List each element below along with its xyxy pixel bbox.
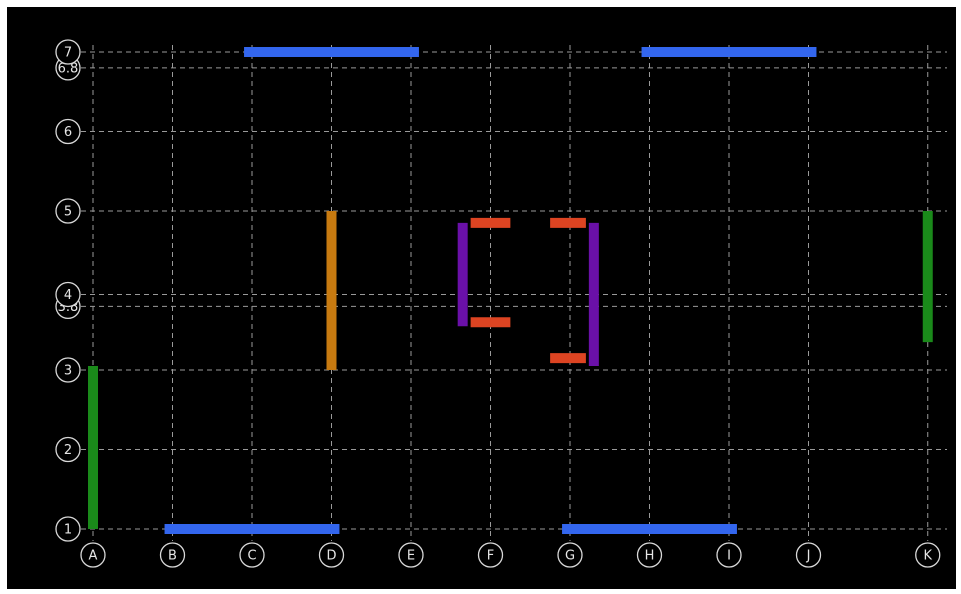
grid-bubble-col-b[interactable]: B bbox=[159, 542, 186, 568]
grid-bubble-col-k[interactable]: K bbox=[915, 542, 941, 568]
grid-bubble-label: D bbox=[326, 549, 336, 564]
drawing-canvas[interactable]: A B C D E F G H I J K 1 2 3 3.8 4 5 6 6.8 7 bbox=[7, 7, 956, 589]
grid-bubble-level-1[interactable]: 1 bbox=[55, 516, 81, 542]
grid-bubble-level-3[interactable]: 3 bbox=[55, 357, 81, 383]
grid-bubble-circle bbox=[716, 542, 742, 568]
grid-bubble-circle bbox=[557, 542, 583, 568]
grid-bubble-circle bbox=[55, 198, 81, 224]
grid-bubble-label: E bbox=[407, 549, 415, 564]
grid-bubble-label: J bbox=[806, 549, 811, 564]
grid-bubble-col-h[interactable]: H bbox=[636, 542, 663, 568]
grid-bubble-circle bbox=[55, 516, 81, 542]
grid-bubble-col-g[interactable]: G bbox=[557, 542, 583, 568]
grid-bubble-circle bbox=[55, 39, 81, 65]
grid-bubble-circle bbox=[398, 542, 424, 568]
grid-bubble-label: A bbox=[89, 549, 98, 564]
grid-bubble-label: 3 bbox=[64, 364, 72, 379]
grid-bubble-circle bbox=[55, 436, 81, 463]
grid-bubble-label: G bbox=[565, 549, 575, 564]
grid-bubble-circle bbox=[239, 542, 265, 568]
grid-bubble-col-c[interactable]: C bbox=[239, 542, 265, 568]
grid-bubble-label: K bbox=[923, 549, 932, 564]
grid-bubble-circle bbox=[55, 357, 81, 383]
grid-bubble-label: 4 bbox=[64, 288, 72, 303]
grid-bubble-circle bbox=[795, 542, 822, 568]
grid-bubble-label: 6 bbox=[64, 125, 72, 140]
grid-bubble-circle bbox=[477, 542, 504, 568]
structural-members bbox=[88, 47, 933, 534]
grid-bubble-level-6[interactable]: 6 bbox=[55, 118, 81, 145]
grid-bubble-col-a[interactable]: A bbox=[80, 542, 106, 568]
grid-bubble-label: H bbox=[645, 549, 655, 564]
grid-bubble-label: 2 bbox=[64, 443, 72, 458]
grid-bubble-label: F bbox=[487, 549, 494, 564]
grid-bubble-col-d[interactable]: D bbox=[318, 542, 345, 568]
grid-bubble-label: I bbox=[727, 549, 731, 564]
grid-lines bbox=[81, 45, 947, 541]
grid-bubble-label: C bbox=[247, 549, 256, 564]
grid-bubble-label: 6.8 bbox=[58, 61, 79, 76]
grid-bubble-label: 7 bbox=[64, 46, 72, 61]
grid-bubble-label: B bbox=[168, 549, 177, 564]
grid-bubble-circle bbox=[636, 542, 663, 568]
grid-bubble-circle bbox=[80, 542, 106, 568]
grid-bubble-label: 5 bbox=[64, 205, 72, 220]
grid-bubble-circle bbox=[318, 542, 345, 568]
grid-bubble-level-7[interactable]: 7 bbox=[55, 39, 81, 65]
grid-bubble-circle bbox=[55, 281, 81, 308]
grid-bubble-circle bbox=[915, 542, 941, 568]
grid-bubble-circle bbox=[159, 542, 186, 568]
grid-bubble-circle bbox=[55, 118, 81, 145]
grid-bubble-level-5[interactable]: 5 bbox=[55, 198, 81, 224]
grid-bubble-level-4[interactable]: 4 bbox=[55, 281, 81, 308]
grid-bubble-col-e[interactable]: E bbox=[398, 542, 424, 568]
grid-bubble-col-i[interactable]: I bbox=[716, 542, 742, 568]
grid-bubble-level-2[interactable]: 2 bbox=[55, 436, 81, 463]
grid-bubble-label: 1 bbox=[64, 523, 72, 538]
grid-bubble-col-j[interactable]: J bbox=[795, 542, 822, 568]
grid-bubble-col-f[interactable]: F bbox=[477, 542, 504, 568]
